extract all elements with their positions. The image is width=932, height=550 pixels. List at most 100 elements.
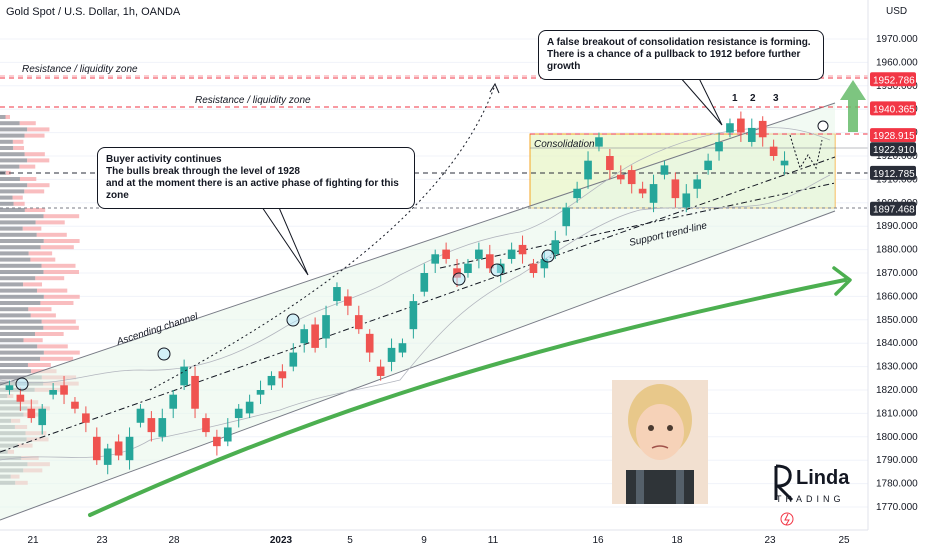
candle-body bbox=[169, 394, 178, 409]
candle-body bbox=[191, 375, 199, 409]
volume-bar bbox=[22, 226, 42, 231]
touch-point bbox=[490, 263, 504, 277]
volume-bar bbox=[43, 270, 80, 274]
volume-bar bbox=[27, 363, 51, 367]
volume-bar bbox=[0, 152, 25, 157]
volume-bar bbox=[27, 183, 50, 188]
volume-bar bbox=[0, 214, 44, 219]
candle-body bbox=[715, 141, 723, 152]
touch-point bbox=[157, 347, 171, 361]
candle-body bbox=[38, 408, 47, 426]
price-axis[interactable] bbox=[868, 0, 932, 550]
volume-bar bbox=[0, 189, 25, 194]
price-level-tag bbox=[870, 165, 916, 180]
volume-bar bbox=[24, 208, 46, 212]
volume-bar bbox=[27, 158, 50, 163]
candle-body bbox=[507, 249, 516, 259]
candle-body bbox=[5, 385, 14, 390]
volume-bar bbox=[0, 319, 42, 324]
projection-dotted-arrow bbox=[149, 84, 496, 391]
y-tick-label: 1780.000 bbox=[876, 479, 918, 490]
y-tick-label: 1860.000 bbox=[876, 291, 918, 302]
buyer-note-line: The bulls break through the level of 192… bbox=[106, 166, 300, 177]
volume-bar bbox=[5, 115, 10, 119]
x-tick-label: 28 bbox=[168, 535, 180, 546]
candle-body bbox=[780, 160, 789, 166]
volume-bar bbox=[23, 282, 43, 287]
candle-body bbox=[529, 263, 538, 273]
x-tick-label: 11 bbox=[488, 535, 499, 546]
candle-body bbox=[562, 207, 571, 227]
volume-bar bbox=[0, 356, 41, 361]
green-arrowhead bbox=[832, 266, 852, 296]
candle-body bbox=[60, 385, 68, 395]
candle-body bbox=[180, 366, 188, 386]
y-tick-label: 1800.000 bbox=[876, 432, 918, 443]
volume-bar bbox=[24, 152, 45, 157]
volume-bar bbox=[0, 164, 20, 169]
volume-bar bbox=[0, 251, 29, 256]
projection-arrowhead bbox=[489, 82, 500, 94]
candle-body bbox=[726, 123, 734, 133]
volume-bar bbox=[0, 226, 23, 231]
candle-body bbox=[769, 146, 778, 156]
logo-line2: TRADING bbox=[776, 494, 845, 504]
candle-body bbox=[627, 170, 636, 185]
y-tick-label: 1840.000 bbox=[876, 338, 918, 349]
candle-body bbox=[595, 137, 603, 147]
candle-body bbox=[202, 418, 210, 433]
y-tick-label: 1950.000 bbox=[876, 81, 918, 92]
volume-bar bbox=[41, 263, 76, 268]
volume-bar bbox=[0, 158, 28, 163]
y-tick-label: 1830.000 bbox=[876, 362, 918, 373]
support-trend-line bbox=[439, 182, 836, 269]
channel-upper-line bbox=[0, 102, 836, 386]
volume-bar bbox=[0, 375, 42, 380]
candle-body bbox=[213, 436, 221, 447]
y-tick-label: 1790.000 bbox=[876, 455, 918, 466]
candle-body bbox=[245, 401, 254, 414]
x-tick-label: 2023 bbox=[270, 535, 293, 546]
candle-body bbox=[431, 254, 440, 264]
channel-lower-line bbox=[0, 210, 836, 521]
price-level-tag bbox=[870, 101, 916, 116]
candle-body bbox=[49, 390, 57, 395]
candle-body bbox=[333, 287, 341, 302]
symbol-title: Gold Spot / U.S. Dollar, 1h, OANDA bbox=[6, 6, 181, 18]
resistance-label-2: Resistance / liquidity zone bbox=[195, 95, 311, 106]
y-tick-label: 1970.000 bbox=[876, 34, 918, 45]
volume-bar bbox=[13, 146, 25, 150]
logo-line1: Linda bbox=[796, 467, 850, 489]
alert-icon[interactable] bbox=[780, 512, 794, 526]
volume-bar bbox=[35, 276, 65, 281]
volume-bar bbox=[35, 332, 64, 336]
candle-body bbox=[71, 401, 79, 409]
candle-body bbox=[322, 315, 330, 339]
volume-bar bbox=[40, 356, 74, 361]
price-level-tag bbox=[870, 142, 916, 157]
x-tick-label: 25 bbox=[838, 535, 850, 546]
volume-bar bbox=[0, 301, 41, 305]
candle-body bbox=[747, 127, 756, 142]
volume-bar bbox=[0, 282, 24, 287]
volume-bar bbox=[0, 239, 44, 243]
crosshair-target-icon[interactable] bbox=[817, 120, 829, 132]
breakout-note-line: A false breakout of consolidation resist… bbox=[547, 37, 811, 48]
consolidation-label: Consolidation bbox=[534, 139, 595, 150]
x-tick-label: 5 bbox=[347, 535, 353, 546]
volume-bar bbox=[41, 319, 76, 324]
volume-bar bbox=[0, 369, 32, 374]
volume-bar bbox=[13, 201, 25, 206]
price-level-value: 1928.915 bbox=[873, 131, 915, 142]
price-level-tags: 1952.786 1940.365 1928.915 1922.910 1912.785… bbox=[870, 72, 916, 216]
y-tick-label: 1890.000 bbox=[876, 221, 918, 232]
candle-body bbox=[584, 160, 592, 180]
wave-label-2: 2 bbox=[750, 93, 756, 104]
x-axis-ticks: 21 23 28 2023 5 9 11 16 18 23 25 bbox=[27, 535, 850, 546]
volume-bar bbox=[0, 195, 13, 200]
candle-body bbox=[125, 436, 134, 461]
candle-body bbox=[737, 118, 745, 133]
expected-path bbox=[789, 134, 823, 170]
candle-body bbox=[660, 165, 669, 175]
candle-body bbox=[376, 366, 385, 376]
